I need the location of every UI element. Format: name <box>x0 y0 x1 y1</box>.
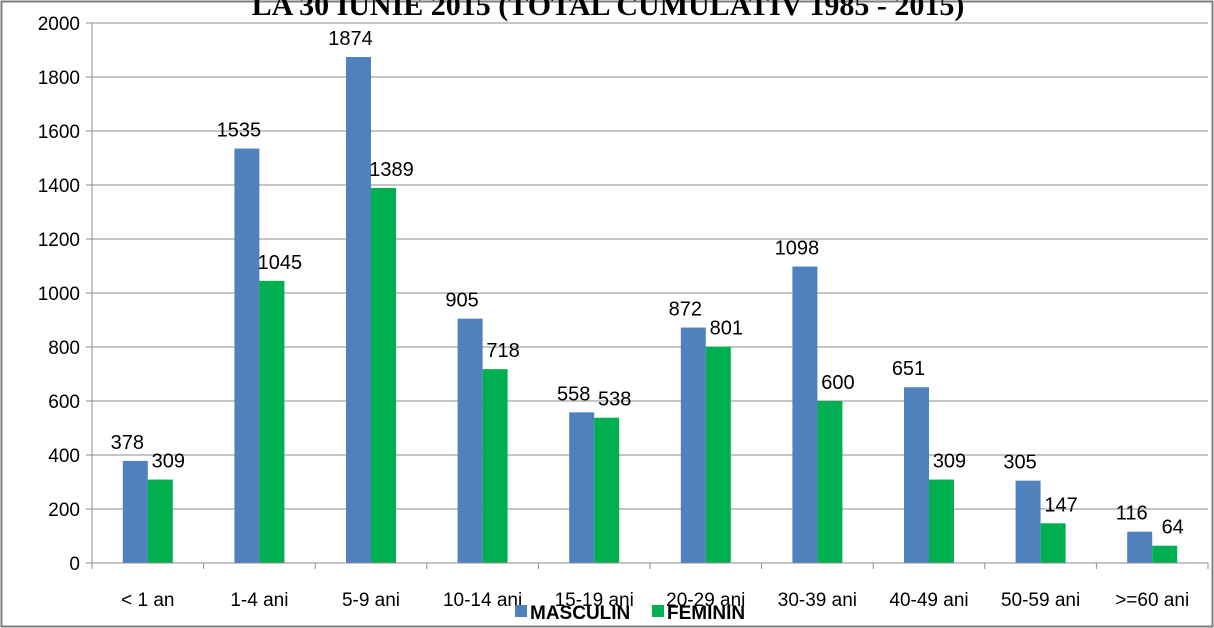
y-tick-label: 600 <box>48 392 80 413</box>
bar-masculin-4 <box>569 412 595 563</box>
bar-masculin-7 <box>904 387 929 563</box>
y-tick-label: 1800 <box>38 68 80 89</box>
data-label: 147 <box>1044 494 1077 516</box>
bar-masculin-3 <box>457 318 483 563</box>
data-label: 1098 <box>775 238 820 260</box>
legend-label-masculin: MASCULIN <box>530 603 630 624</box>
data-label: 116 <box>1116 503 1148 525</box>
bar-masculin-9 <box>1127 531 1153 563</box>
legend-swatch-masculin <box>515 605 527 617</box>
bar-masculin-6 <box>792 266 818 563</box>
data-label: 905 <box>445 290 478 312</box>
bar-feminin-8 <box>1040 523 1066 563</box>
data-label: 872 <box>669 299 702 321</box>
y-tick-label: 1200 <box>38 230 80 251</box>
y-tick-label: 200 <box>48 500 80 521</box>
data-labels: 378 1535 1874 905 558 872 1098 651 305 116 309 1045… <box>111 28 1184 539</box>
x-tick-label: < 1 an <box>121 590 174 611</box>
bar-masculin-2 <box>346 57 371 564</box>
bar-masculin-5 <box>680 327 706 563</box>
bar-masculin-1 <box>234 148 260 564</box>
bar-feminin-4 <box>594 417 620 563</box>
bar-feminin-0 <box>147 479 173 563</box>
bar-feminin-9 <box>1152 545 1178 563</box>
chart-title: LA 30 IUNIE 2015 (TOTAL CUMULATIV 1985 -… <box>252 0 965 22</box>
axes: 0 200 400 600 800 1000 1200 1400 1600 1800 2000 < 1… <box>38 14 1209 611</box>
data-label: 651 <box>892 358 925 380</box>
data-label: 801 <box>710 318 743 340</box>
data-label: 1535 <box>217 120 262 142</box>
bar-feminin-7 <box>929 479 954 563</box>
bar-feminin-1 <box>259 280 285 563</box>
data-label: 538 <box>598 389 631 411</box>
y-tick-label: 800 <box>48 338 80 359</box>
y-tick-label: 0 <box>69 554 80 575</box>
data-label: 309 <box>933 451 966 473</box>
data-label: 309 <box>152 451 185 473</box>
data-label: 600 <box>821 372 854 394</box>
y-tick-label: 1400 <box>38 176 80 197</box>
data-label: 305 <box>1003 452 1036 474</box>
legend-label-feminin: FEMININ <box>667 603 745 624</box>
bar-feminin-6 <box>817 401 843 563</box>
x-tick-label: >=60 ani <box>1115 590 1189 611</box>
data-label: 64 <box>1162 517 1184 539</box>
x-tick-label: 10-14 ani <box>443 590 522 611</box>
x-tick-label: 30-39 ani <box>778 590 857 611</box>
legend: MASCULIN FEMININ <box>515 603 745 624</box>
data-label: 558 <box>557 383 590 405</box>
bars <box>122 57 1178 564</box>
bar-feminin-5 <box>705 346 731 563</box>
bar-masculin-0 <box>122 460 148 563</box>
y-tick-label: 1600 <box>38 122 80 143</box>
y-tick-label: 2000 <box>38 14 80 35</box>
y-tick-label: 400 <box>48 446 80 467</box>
data-label: 1389 <box>369 159 414 181</box>
y-tick-label: 1000 <box>38 284 80 305</box>
bar-feminin-2 <box>371 187 396 563</box>
legend-swatch-feminin <box>652 605 664 617</box>
x-tick-label: 40-49 ani <box>889 590 968 611</box>
x-tick-label: 50-59 ani <box>1001 590 1080 611</box>
x-tick-label: 20-29 ani <box>666 590 745 611</box>
bar-masculin-8 <box>1015 480 1041 563</box>
x-tick-label: 5-9 ani <box>342 590 400 611</box>
data-label: 1874 <box>328 28 373 50</box>
data-label: 1045 <box>258 252 303 274</box>
x-tick-label: 15-19 ani <box>555 590 634 611</box>
bar-feminin-3 <box>482 369 508 563</box>
x-tick-label: 1-4 ani <box>230 590 288 611</box>
data-label: 718 <box>486 340 519 362</box>
data-label: 378 <box>111 432 144 454</box>
